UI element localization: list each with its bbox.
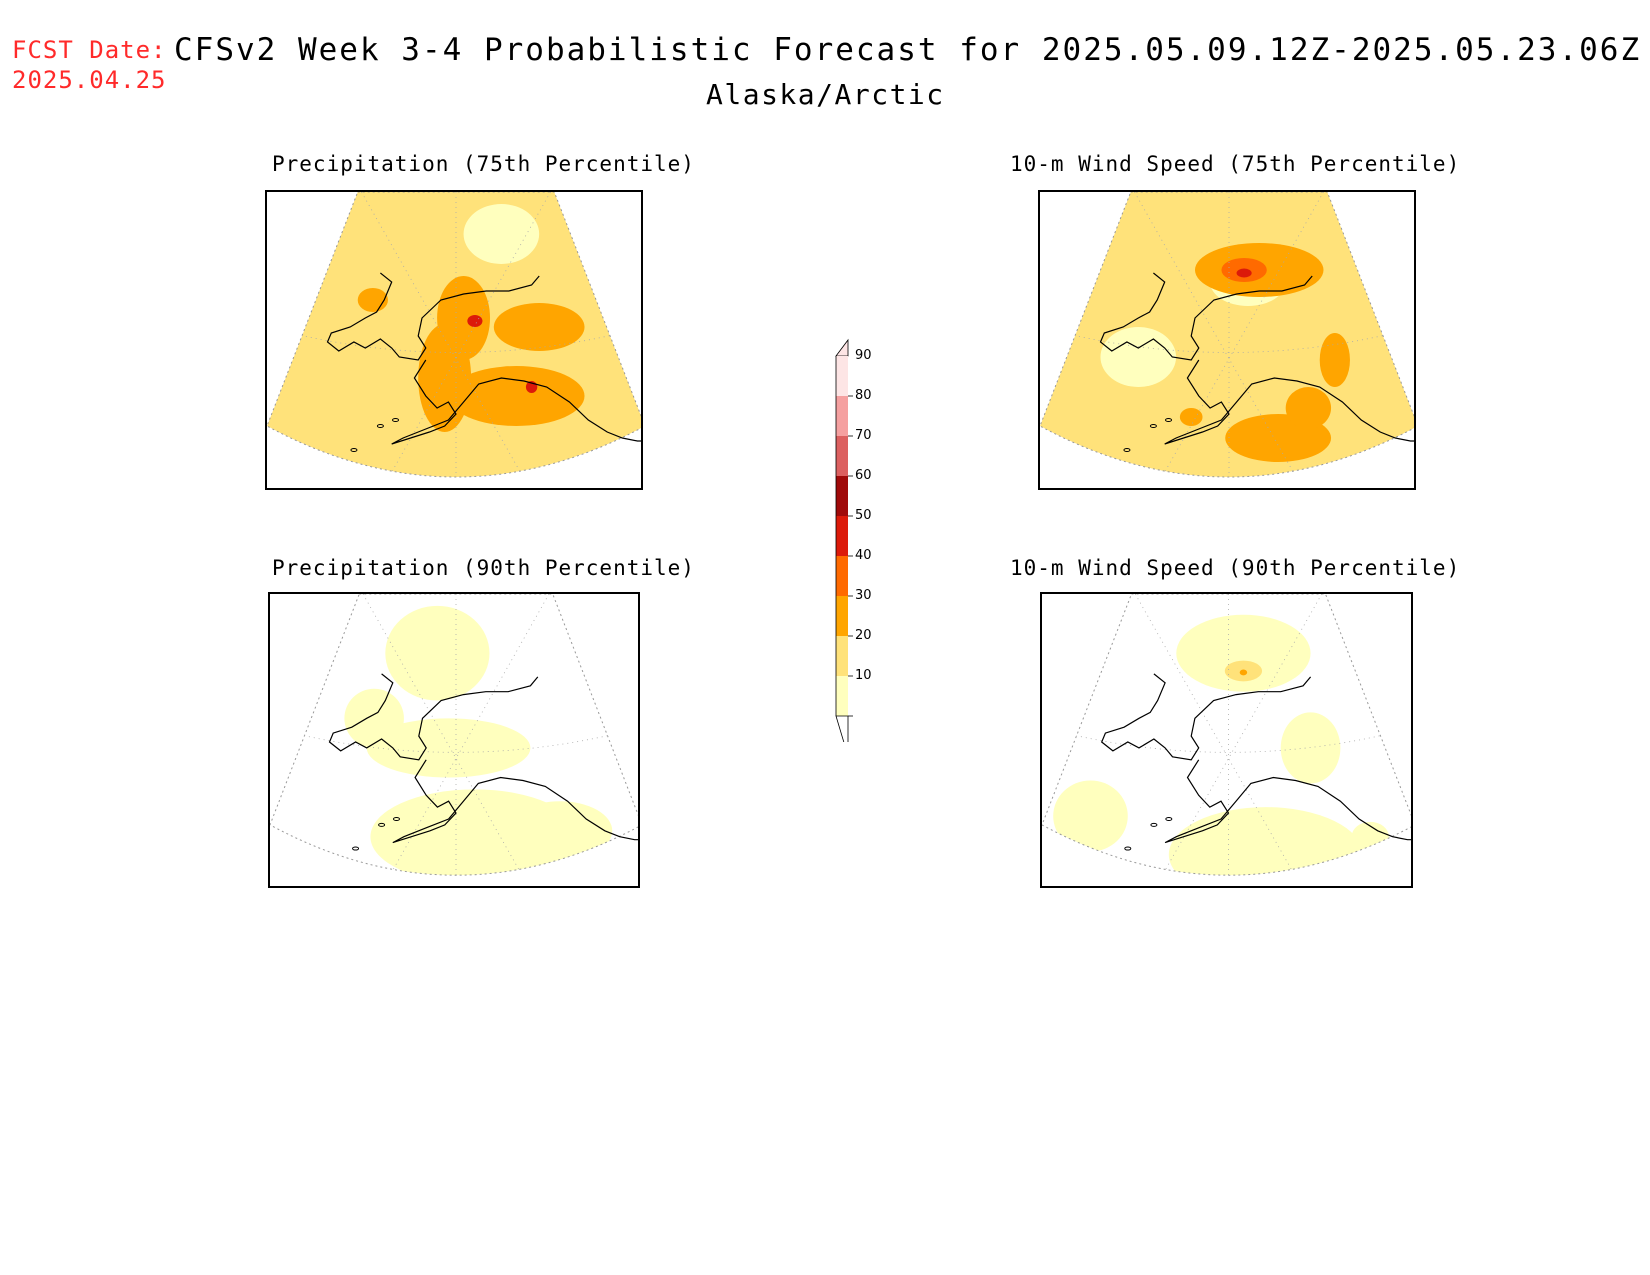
shaded-field: [270, 594, 638, 876]
shade-30-40: [1239, 669, 1248, 676]
graticule-line: [362, 594, 531, 876]
shade-10-20: [1100, 327, 1177, 387]
island: [376, 424, 384, 428]
shade-10-20: [366, 718, 531, 778]
coastline: [391, 359, 641, 445]
shade-10-20: [385, 605, 490, 701]
coastline: [1099, 272, 1313, 361]
fcst-date-value: 2025.04.25: [12, 66, 167, 94]
page-title: CFSv2 Week 3-4 Probabilistic Forecast fo…: [174, 32, 1642, 68]
panel-title-wind-90: 10-m Wind Speed (90th Percentile): [1010, 556, 1461, 580]
colorbar-label: 20: [855, 628, 872, 643]
coastline: [1100, 673, 1312, 761]
island: [1165, 816, 1173, 821]
colorbar-segment: [836, 436, 848, 476]
colorbar-segment: [836, 356, 848, 396]
colorbar-segment: [836, 636, 848, 676]
island: [1123, 448, 1131, 452]
map-panel-wind-75: [1038, 190, 1416, 490]
shade-30-40: [493, 303, 585, 351]
coastline: [392, 759, 638, 844]
shade-10-20: [344, 688, 404, 748]
shaded-field: [1042, 594, 1411, 876]
region-subtitle: Alaska/Arctic: [706, 78, 945, 111]
island: [1150, 822, 1158, 827]
shaded-field: [1040, 192, 1414, 477]
shade-10-20: [1053, 780, 1128, 852]
graticule-line: [1153, 594, 1323, 876]
colorbar-segment: [836, 556, 848, 596]
shaded-field: [267, 192, 641, 477]
colorbar-label: 10: [855, 668, 872, 683]
island: [1124, 846, 1132, 851]
shade-30-40: [1179, 408, 1203, 426]
colorbar-segment: [836, 396, 848, 436]
shade-10-20: [1168, 807, 1363, 876]
projection-boundary: [1040, 192, 1414, 478]
coastline: [1164, 759, 1411, 844]
projection-boundary: [270, 594, 638, 876]
island: [392, 418, 400, 422]
graticule-line: [270, 726, 638, 753]
colorbar-label: 60: [855, 468, 872, 483]
panel-title-wind-75: 10-m Wind Speed (75th Percentile): [1010, 152, 1461, 176]
graticule-line: [267, 326, 641, 353]
island: [350, 448, 358, 452]
shade-30-40: [1319, 333, 1350, 387]
colorbar: [835, 338, 853, 742]
colorbar-bottom-arrow: [835, 715, 849, 742]
colorbar-label: 70: [855, 428, 872, 443]
island: [378, 822, 386, 827]
fcst-date-label: FCST Date:: [12, 36, 167, 64]
shade-50-60: [467, 315, 483, 327]
island: [1149, 424, 1157, 428]
projection-boundary: [267, 192, 641, 478]
map-precip-75: [267, 192, 641, 478]
colorbar-segment: [836, 676, 848, 716]
shade-30-40: [1285, 387, 1332, 429]
shade-10-20: [508, 801, 613, 861]
map-precip-90: [270, 594, 638, 876]
panel-title-precip-75: Precipitation (75th Percentile): [272, 152, 695, 176]
colorbar-segment: [836, 516, 848, 556]
colorbar-label: 80: [855, 388, 872, 403]
projection-boundary: [1042, 594, 1411, 876]
island: [352, 846, 360, 851]
graticule-line: [381, 594, 550, 876]
shade-30-40: [418, 324, 472, 432]
shade-10-20: [1280, 712, 1341, 784]
shade-30-40: [357, 288, 388, 312]
coastline: [326, 272, 540, 361]
colorbar-segment: [836, 476, 848, 516]
graticule-line: [1040, 326, 1414, 353]
coastline: [1164, 359, 1414, 445]
panel-title-precip-90: Precipitation (90th Percentile): [272, 556, 695, 580]
colorbar-label: 90: [855, 348, 872, 363]
colorbar-label: 30: [855, 588, 872, 603]
map-wind-90: [1042, 594, 1411, 876]
colorbar-label: 50: [855, 508, 872, 523]
colorbar-top-arrow: [835, 338, 849, 357]
island: [1165, 418, 1173, 422]
island: [392, 816, 400, 821]
colorbar-label: 40: [855, 548, 872, 563]
map-wind-75: [1040, 192, 1414, 478]
shade-10-20: [463, 204, 540, 264]
map-panel-precip-90: [268, 592, 640, 888]
shade-50-60: [1236, 268, 1252, 278]
colorbar-segment: [836, 596, 848, 636]
graticule-line: [1134, 594, 1304, 876]
map-panel-precip-75: [265, 190, 643, 490]
shade-30-40: [448, 366, 585, 426]
map-panel-wind-90: [1040, 592, 1413, 888]
coastline: [328, 673, 539, 761]
